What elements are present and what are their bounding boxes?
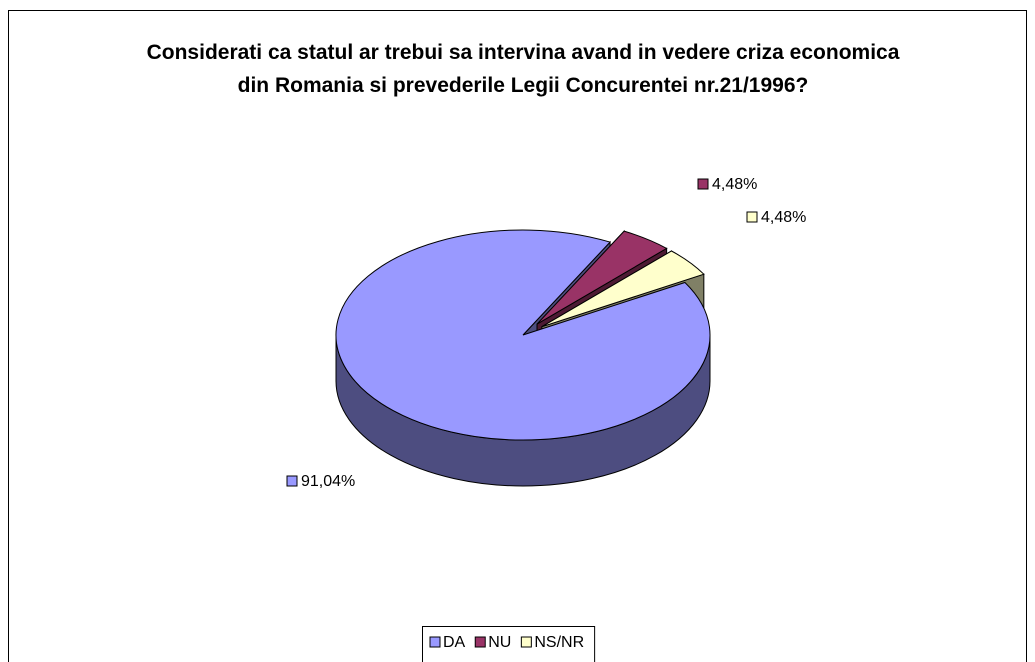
label-key [697, 178, 709, 190]
legend-label: NS/NR [534, 634, 584, 651]
label-key [746, 211, 758, 223]
legend-swatch [520, 636, 532, 648]
label-key [286, 475, 298, 487]
pie-slice [536, 230, 668, 325]
pie-slice [541, 250, 705, 328]
data-label: 4,48% [761, 209, 806, 226]
chart-title: Considerati ca statul ar trebui sa inter… [146, 41, 900, 97]
data-label: 91,04% [301, 473, 355, 490]
legend-label: NU [488, 634, 511, 651]
legend-swatch [429, 636, 441, 648]
pie-slice [335, 229, 711, 441]
legend-swatch [474, 636, 486, 648]
data-label: 4,48% [712, 176, 757, 193]
legend-box [422, 626, 596, 662]
legend-label: DA [443, 634, 466, 651]
